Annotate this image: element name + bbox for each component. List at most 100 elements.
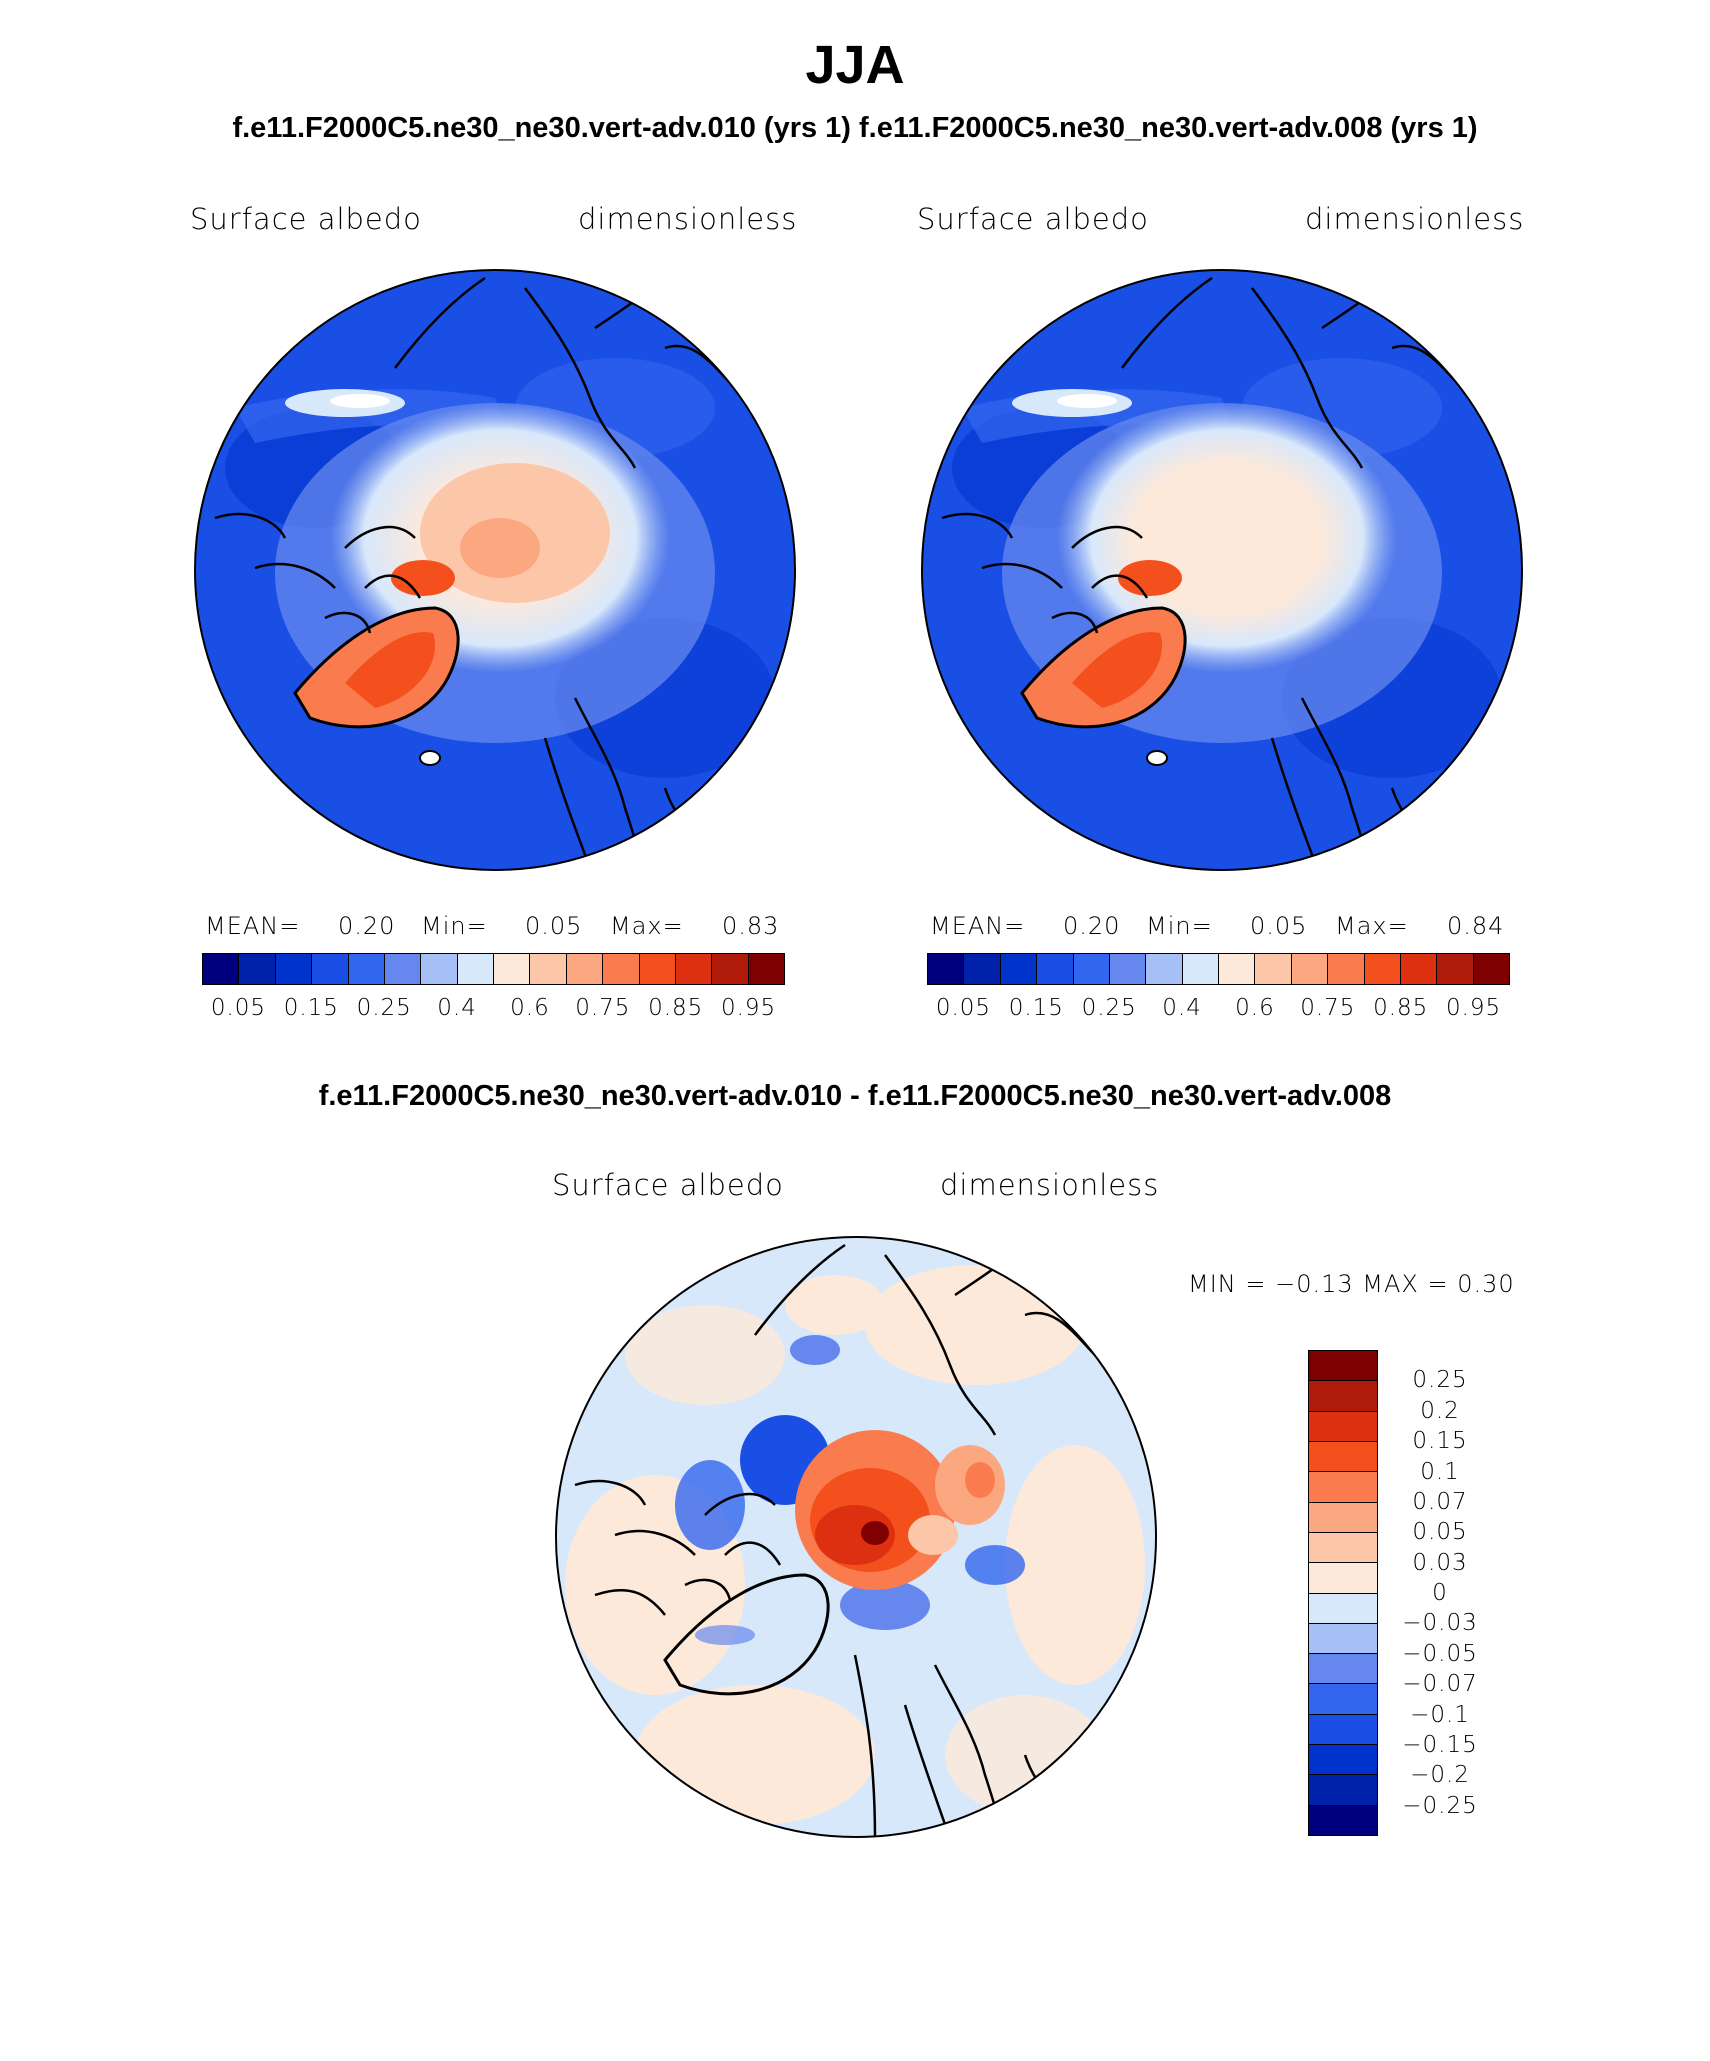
panel-1-colorbar-swatch [421,954,458,984]
diff-colorbar-tick-label: 0 [1432,1580,1448,1606]
diff-colorbar-swatch [1309,1684,1377,1715]
panel-2-colorbar-tick-label: 0.25 [1081,995,1137,1021]
panel-1-colorbar-swatch [203,954,240,984]
diff-colorbar-tick-label: −0.03 [1402,1610,1478,1637]
panel-1-colorbar-labels: 0.05 0.15 0.25 0.4 0.6 0.75 0.85 0.95 [202,995,785,1025]
diff-colorbar-swatch [1309,1745,1377,1776]
panel-2-colorbar-tick-label: 0.4 [1162,995,1202,1021]
panel-1-colorbar-swatch [275,954,313,984]
diff-variable-label: Surface albedo [552,1168,784,1202]
panel-2-units-label: dimensionless [1305,202,1525,236]
panel-2-colorbar-swatch [1328,954,1365,984]
diff-colorbar-tick-label: 0.03 [1412,1549,1468,1576]
panel-2-colorbar-swatch [1073,954,1110,984]
panel-1-colorbar-swatch [748,954,784,984]
diff-colorbar-swatch [1309,1805,1377,1835]
panel-2-colorbar-swatch [964,954,1001,984]
panel-1-colorbar-swatch [312,954,349,984]
panel-1-units-label: dimensionless [578,202,798,236]
panel-1-colorbar-tick-label: 0.25 [356,995,412,1021]
panel-1-colorbar-tick-label: 0.15 [283,995,339,1021]
panel-1-colorbar-swatch [457,954,494,984]
panel-2-colorbar-tick-label: 0.05 [935,995,992,1021]
panel-2-colorbar-swatch [1400,954,1438,984]
panel-2-colorbar-swatch [1219,954,1256,984]
panel-2-colorbar-tick-label: 0.6 [1235,995,1275,1021]
panel-2-colorbar-swatch [1109,954,1147,984]
panel-1-colorbar-swatch [239,954,276,984]
diff-polar-map [555,1236,1157,1838]
panel-1-colorbar-swatch [566,954,604,984]
main-title: JJA [805,35,905,95]
diff-colorbar-swatch [1309,1351,1377,1382]
panel-2-min-value: 0.05 [1250,912,1308,940]
panel-1-colorbar-swatch [348,954,385,984]
panel-2-colorbar [927,953,1510,985]
diff-minmax-label: MIN = −0.13 MAX = 0.30 [1188,1270,1515,1298]
diff-colorbar-swatch [1309,1381,1377,1412]
panel-2-colorbar-swatch [1000,954,1038,984]
panel-2-mean-label: MEAN= [930,912,1026,940]
panel-2-colorbar-swatch [1146,954,1183,984]
panel-2-colorbar-swatch [1473,954,1509,984]
panel-2-variable-label: Surface albedo [917,202,1149,236]
panel-2-colorbar-swatch [1291,954,1329,984]
diff-colorbar-tick-label: 0.25 [1412,1367,1468,1394]
header-subtitle: f.e11.F2000C5.ne30_ne30.vert-adv.010 (yr… [232,112,1478,144]
diff-colorbar-tick-label: 0.1 [1420,1458,1460,1485]
panel-2-colorbar-tick-label: 0.75 [1300,995,1356,1021]
diff-colorbar-tick-label: 0.05 [1412,1519,1468,1546]
diff-colorbar-swatch [1309,1472,1377,1503]
diff-colorbar-swatch [1309,1714,1377,1746]
diff-colorbar-swatch [1309,1411,1377,1442]
diff-colorbar-tick-label: −0.1 [1410,1701,1470,1728]
diff-colorbar-tick-label: −0.05 [1402,1640,1478,1667]
panel-1-colorbar-swatch [712,954,749,984]
panel-2-colorbar-swatch [1182,954,1219,984]
panel-1-colorbar-swatch [639,954,676,984]
panel-2-colorbar-tick-label: 0.95 [1445,995,1502,1021]
diff-colorbar-tick-label: 0.07 [1412,1488,1468,1515]
diff-colorbar-swatch [1309,1775,1377,1806]
panel-1-colorbar-swatch [384,954,422,984]
panel-1-colorbar-swatch [530,954,567,984]
diff-colorbar-tick-label: −0.15 [1402,1731,1478,1758]
diff-colorbar-swatch [1309,1623,1377,1655]
panel-1-variable-label: Surface albedo [190,202,422,236]
panel-2-min-label: Min= [1146,912,1213,940]
panel-1-colorbar-swatch [603,954,640,984]
diff-colorbar-swatch [1309,1502,1377,1533]
diff-colorbar-swatch [1309,1532,1377,1564]
panel-2-colorbar-swatch [1437,954,1474,984]
diff-colorbar [1308,1350,1378,1836]
panel-1-colorbar-tick-label: 0.75 [575,995,631,1021]
diff-colorbar-tick-label: −0.07 [1402,1671,1478,1698]
panel-2-max-label: Max= [1335,912,1409,940]
panel-2-colorbar-swatch [1364,954,1401,984]
diff-colorbar-swatch [1309,1563,1377,1594]
diff-colorbar-labels: 0.25 0.2 0.15 0.1 0.07 0.05 0.03 0 −0.03 −0.05 −0.… [1390,1350,1510,1836]
panel-1-colorbar [202,953,785,985]
panel-1-min-value: 0.05 [525,912,583,940]
diff-colorbar-tick-label: −0.25 [1402,1792,1478,1819]
panel-1-colorbar-swatch [494,954,531,984]
panel-1-colorbar-tick-label: 0.6 [510,995,550,1021]
panel-2-colorbar-swatch [1255,954,1292,984]
panel-1-colorbar-tick-label: 0.05 [210,995,267,1021]
panel-2-colorbar-tick-label: 0.85 [1373,995,1429,1021]
panel-1-max-label: Max= [610,912,684,940]
panel-2-mean-value: 0.20 [1063,912,1121,940]
panel-2-polar-map [921,269,1523,871]
diff-colorbar-swatch [1309,1441,1377,1473]
panel-1-mean-value: 0.20 [338,912,396,940]
diff-colorbar-swatch [1309,1593,1377,1624]
panel-1-colorbar-swatch [675,954,713,984]
panel-1-colorbar-tick-label: 0.4 [437,995,477,1021]
panel-2-colorbar-swatch [1037,954,1074,984]
diff-colorbar-tick-label: 0.2 [1420,1397,1460,1424]
panel-1-max-value: 0.83 [722,912,780,940]
diff-units-label: dimensionless [940,1168,1160,1202]
diff-subtitle: f.e11.F2000C5.ne30_ne30.vert-adv.010 - f… [318,1080,1392,1112]
panel-1-colorbar-tick-label: 0.95 [720,995,777,1021]
panel-1-min-label: Min= [421,912,488,940]
